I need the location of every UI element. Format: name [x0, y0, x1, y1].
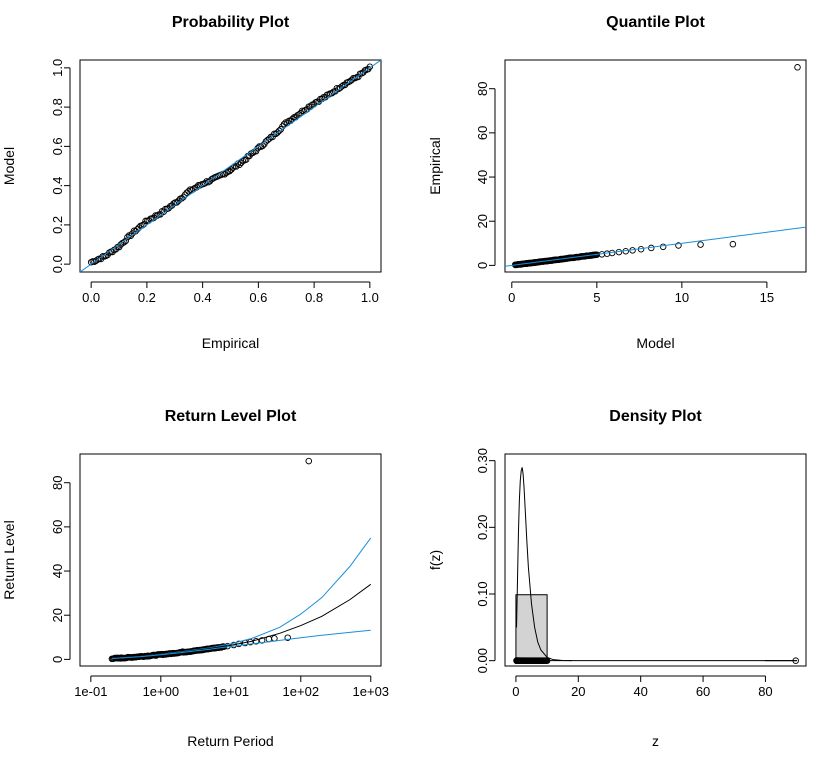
return-level-plot-plot-area	[108, 457, 372, 663]
probability-plot-y-tick-label: 0.8	[50, 98, 65, 116]
quantile-point	[794, 64, 801, 71]
return-level-plot-y-axis-label: Return Level	[1, 520, 17, 599]
density-plot-x-tick-label: 80	[758, 684, 772, 699]
density-plot-y-tick-label: 0.10	[475, 581, 490, 606]
return-level-plot-y-tick-label: 60	[50, 520, 65, 534]
probability-point	[366, 63, 374, 71]
probability-point	[91, 258, 98, 265]
quantile-plot-panel: Quantile Plot Model Empirical 0 5 10 15 0 20 40 60…	[427, 14, 807, 351]
quantile-plot-title: Quantile Plot	[606, 14, 705, 31]
return-level-plot-x-tick-label: 1e+03	[353, 684, 390, 699]
return-level-plot-panel: Return Level Plot Return Period Return Lev…	[1, 408, 389, 749]
probability-point	[242, 156, 250, 163]
quantile-reference-line	[505, 226, 806, 267]
return-level-lower-line	[111, 629, 371, 659]
probability-point	[236, 161, 243, 168]
density-outlier-point	[792, 657, 799, 664]
probability-point	[122, 237, 130, 245]
probability-plot-x-tick-label: 0.2	[138, 290, 156, 305]
quantile-plot-plot-area	[505, 64, 806, 269]
probability-plot-x-tick-label: 0.8	[305, 290, 323, 305]
probability-point	[223, 169, 230, 176]
quantile-point	[675, 242, 682, 249]
probability-plot-panel: Probability Plot Empirical Model 0.0 0.2 0.4 0…	[1, 14, 382, 351]
return-level-plot-x-tick-label: 1e+00	[143, 684, 180, 699]
probability-plot-y-tick-label: 0.2	[50, 216, 65, 234]
probability-point	[338, 83, 346, 90]
probability-plot-plot-area	[80, 60, 381, 272]
return-level-plot-x-tick-label: 1e+02	[283, 684, 320, 699]
quantile-plot-x-tick-label: 10	[675, 290, 689, 305]
density-plot-title: Density Plot	[609, 408, 702, 425]
probability-point	[348, 76, 355, 84]
quantile-plot-y-tick-label: 40	[475, 170, 490, 184]
density-rug-point	[543, 657, 551, 664]
quantile-plot-x-axis-label: Model	[636, 335, 674, 351]
return-level-plot-title: Return Level Plot	[165, 408, 297, 425]
probability-reference-line	[80, 60, 381, 272]
probability-plot-y-tick-label: 1.0	[50, 59, 65, 77]
quantile-plot-y-tick-label: 0	[475, 262, 490, 269]
quantile-point	[729, 240, 737, 248]
probability-point	[275, 127, 283, 135]
probability-plot-y-tick-label: 0.4	[50, 177, 65, 195]
density-plot-x-tick-label: 40	[633, 684, 647, 699]
probability-plot-title: Probability Plot	[172, 14, 290, 31]
probability-plot-plot-frame	[79, 59, 382, 273]
density-plot-plot-frame	[504, 453, 807, 667]
return-level-plot-x-axis-label: Return Period	[187, 733, 273, 749]
density-plot-panel: Density Plot z f(z) 0 20 40 60 80 0.00 0.10 0.20 0.…	[427, 408, 807, 749]
probability-plot-x-axis-label: Empirical	[202, 335, 260, 351]
probability-plot-x-tick-label: 1.0	[361, 290, 379, 305]
quantile-plot-y-tick-label: 20	[475, 214, 490, 228]
density-plot-y-tick-label: 0.30	[475, 448, 490, 473]
quantile-plot-y-tick-label: 80	[475, 81, 490, 95]
quantile-plot-x-tick-label: 15	[760, 290, 774, 305]
density-plot-x-tick-label: 60	[696, 684, 710, 699]
probability-point	[266, 135, 273, 143]
quantile-plot-x-tick-label: 0	[508, 290, 515, 305]
probability-plot-y-axis-label: Model	[1, 147, 17, 185]
quantile-plot-y-axis-label: Empirical	[427, 137, 443, 195]
density-plot-x-tick-label: 20	[571, 684, 585, 699]
return-level-plot-y-tick-label: 20	[50, 608, 65, 622]
probability-plot-x-tick-label: 0.0	[82, 290, 100, 305]
return-level-plot-plot-frame	[79, 453, 382, 667]
density-plot-x-tick-label: 0	[512, 684, 519, 699]
probability-plot-y-tick-label: 0.6	[50, 137, 65, 155]
probability-point	[280, 120, 288, 128]
return-level-point	[258, 637, 266, 644]
probability-plot-x-tick-label: 0.4	[194, 290, 212, 305]
probability-plot-x-tick-label: 0.6	[249, 290, 267, 305]
density-plot-y-tick-label: 0.00	[475, 648, 490, 673]
quantile-plot-x-tick-label: 5	[593, 290, 600, 305]
density-plot-plot-area	[513, 467, 799, 664]
density-plot-y-axis-label: f(z)	[427, 550, 443, 570]
probability-point	[229, 164, 237, 171]
quantile-point	[697, 241, 704, 248]
return-level-upper-line	[111, 537, 372, 659]
return-level-plot-x-tick-label: 1e+01	[213, 684, 250, 699]
return-level-plot-y-tick-label: 80	[50, 475, 65, 489]
return-level-plot-y-tick-label: 0	[50, 656, 65, 663]
return-level-point	[305, 457, 313, 465]
return-level-plot-x-tick-label: 1e-01	[74, 684, 107, 699]
probability-point	[226, 167, 233, 175]
density-curve	[516, 467, 573, 662]
return-level-point	[284, 634, 291, 641]
return-level-estimate-line	[111, 583, 372, 659]
density-plot-y-tick-label: 0.20	[475, 515, 490, 540]
quantile-plot-y-tick-label: 60	[475, 126, 490, 140]
probability-point	[120, 238, 128, 246]
probability-plot-y-tick-label: 0.0	[50, 255, 65, 273]
quantile-point	[659, 243, 667, 251]
return-level-plot-y-tick-label: 40	[50, 564, 65, 578]
quantile-plot-plot-frame	[504, 59, 807, 273]
density-plot-x-axis-label: z	[652, 733, 659, 749]
